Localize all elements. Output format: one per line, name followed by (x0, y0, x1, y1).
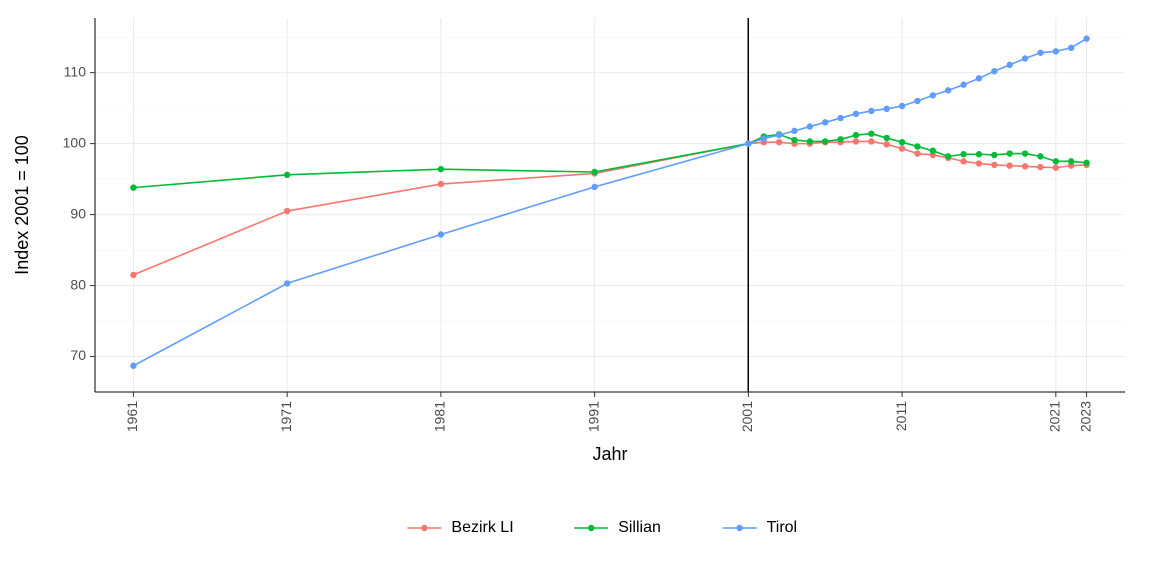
series-point (991, 162, 997, 168)
y-tick-label: 100 (63, 134, 87, 150)
y-tick-label: 80 (70, 276, 86, 292)
legend-label-1: Sillian (618, 519, 661, 536)
series-point (130, 184, 136, 190)
x-tick-label: 1971 (278, 401, 294, 432)
x-tick-label: 2023 (1077, 401, 1093, 432)
series-point (1037, 164, 1043, 170)
panel-background (95, 18, 1125, 392)
series-point (899, 139, 905, 145)
series-point (837, 115, 843, 121)
series-point (591, 184, 597, 190)
series-point (776, 132, 782, 138)
legend-swatch-point (588, 525, 594, 531)
series-point (1007, 62, 1013, 68)
series-point (438, 181, 444, 187)
series-point (991, 152, 997, 158)
legend-swatch-point (421, 525, 427, 531)
series-point (976, 75, 982, 81)
series-point (284, 172, 290, 178)
series-point (1007, 150, 1013, 156)
x-axis-title: Jahr (592, 444, 627, 464)
series-point (945, 87, 951, 93)
series-point (284, 280, 290, 286)
x-tick-label: 2001 (739, 401, 755, 432)
series-point (284, 208, 290, 214)
series-point (837, 136, 843, 142)
series-point (1053, 165, 1059, 171)
series-point (914, 98, 920, 104)
series-point (130, 272, 136, 278)
series-point (776, 139, 782, 145)
series-point (914, 143, 920, 149)
series-point (884, 141, 890, 147)
series-point (591, 169, 597, 175)
series-point (822, 138, 828, 144)
series-point (130, 363, 136, 369)
series-point (791, 128, 797, 134)
series-point (1068, 45, 1074, 51)
series-point (1022, 150, 1028, 156)
series-point (945, 153, 951, 159)
series-point (807, 138, 813, 144)
series-point (960, 151, 966, 157)
series-point (1022, 163, 1028, 169)
series-point (960, 158, 966, 164)
legend-swatch-point (736, 525, 742, 531)
series-point (853, 132, 859, 138)
series-point (853, 138, 859, 144)
y-tick-label: 110 (64, 63, 87, 79)
series-point (438, 231, 444, 237)
series-point (745, 140, 751, 146)
series-point (884, 135, 890, 141)
series-point (1053, 158, 1059, 164)
legend-label-0: Bezirk LI (451, 519, 513, 536)
series-point (1083, 35, 1089, 41)
series-point (868, 108, 874, 114)
series-point (438, 166, 444, 172)
y-axis-title: Index 2001 = 100 (12, 135, 32, 275)
x-tick-label: 1961 (124, 401, 140, 432)
y-tick-label: 90 (70, 205, 86, 221)
x-tick-label: 1981 (432, 401, 448, 432)
series-point (853, 111, 859, 117)
series-point (822, 119, 828, 125)
series-point (1037, 50, 1043, 56)
series-point (791, 137, 797, 143)
series-point (976, 160, 982, 166)
y-tick-label: 70 (70, 347, 86, 363)
series-point (807, 123, 813, 129)
series-point (1037, 153, 1043, 159)
series-point (1068, 158, 1074, 164)
index-line-chart: 70 80 90 100 110 1961 1971 1981 1991 2001 2011 2021… (0, 0, 1152, 576)
series-point (868, 130, 874, 136)
x-tick-label: 1991 (585, 401, 601, 432)
series-point (899, 103, 905, 109)
series-point (1022, 55, 1028, 61)
legend-label-2: Tirol (767, 519, 798, 536)
series-point (884, 106, 890, 112)
series-point (930, 92, 936, 98)
series-point (960, 82, 966, 88)
series-point (930, 148, 936, 154)
series-point (899, 145, 905, 151)
series-point (1007, 162, 1013, 168)
series-point (1053, 48, 1059, 54)
series-point (868, 138, 874, 144)
series-point (914, 150, 920, 156)
series-point (1083, 160, 1089, 166)
x-tick-label: 2021 (1047, 401, 1063, 432)
series-point (991, 68, 997, 74)
series-point (976, 151, 982, 157)
series-point (761, 135, 767, 141)
x-tick-label: 2011 (893, 401, 909, 431)
